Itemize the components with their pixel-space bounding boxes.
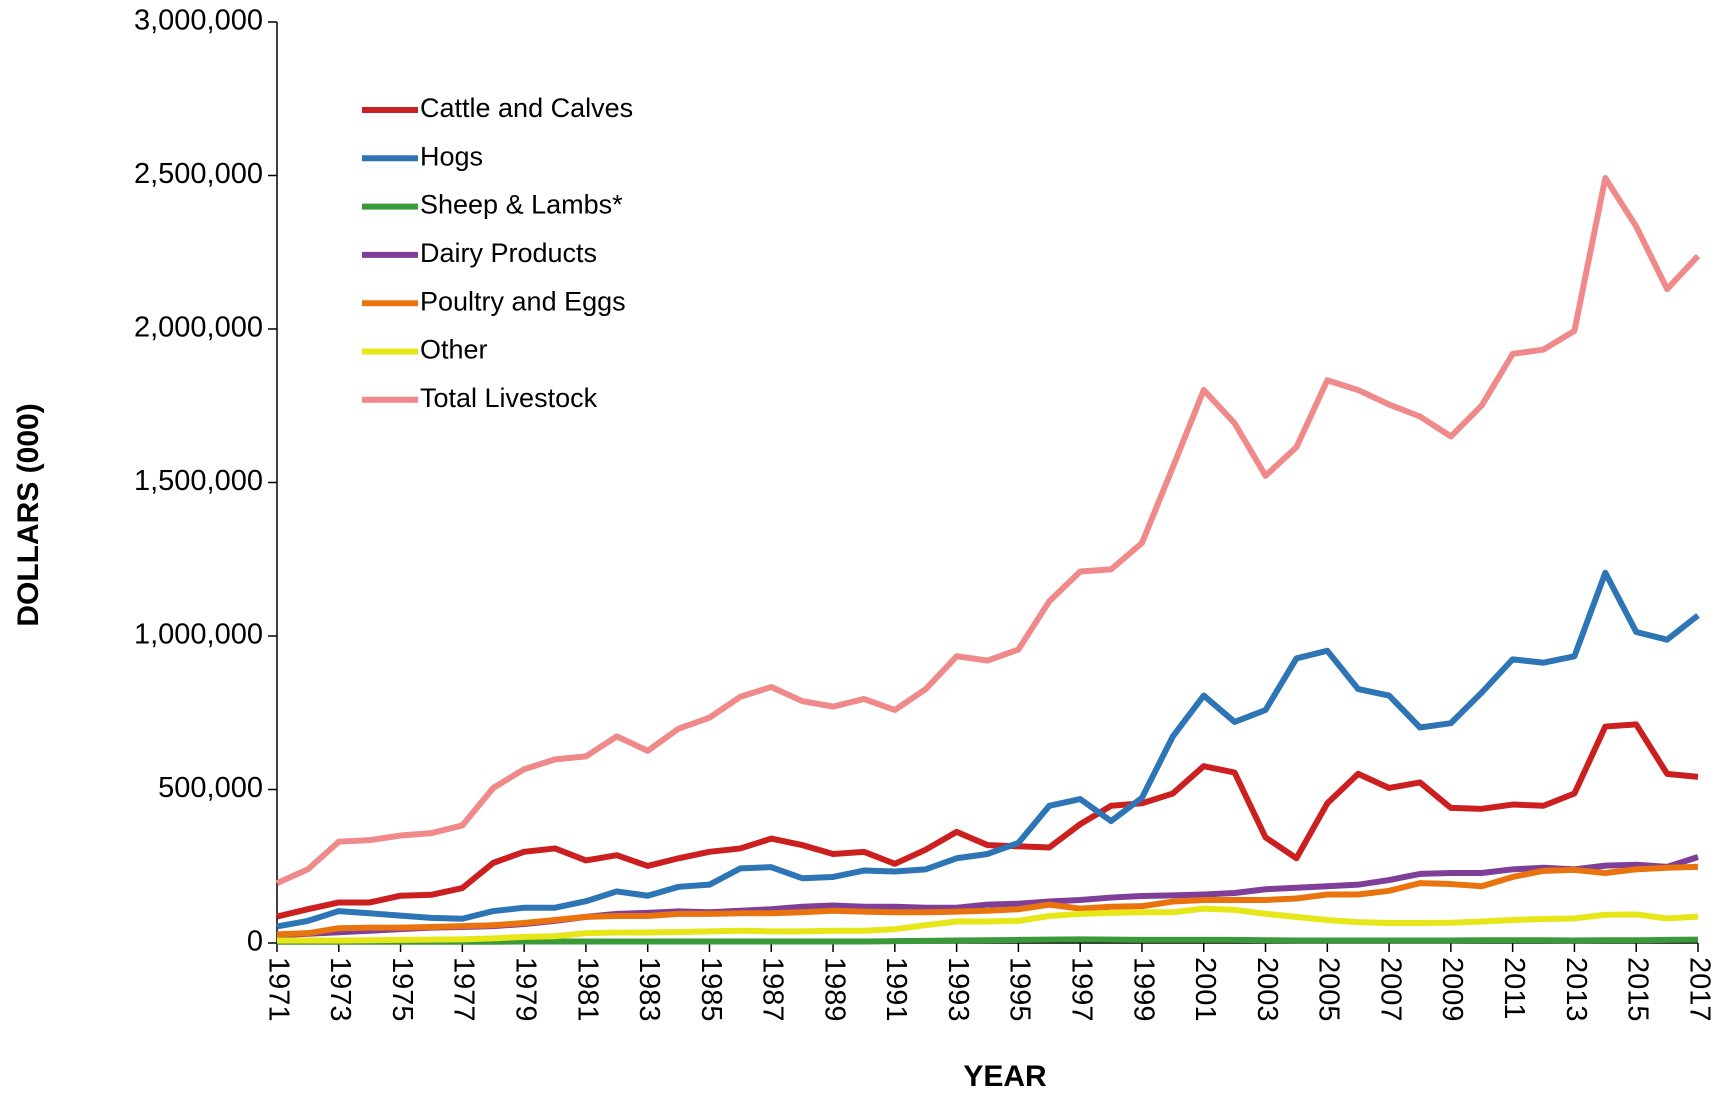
series-line xyxy=(275,174,1701,886)
x-tick-label: 2003 xyxy=(1251,957,1283,1022)
y-tick-label: 2,000,000 xyxy=(134,312,263,344)
series-line xyxy=(276,863,1699,938)
x-tick-label: 2005 xyxy=(1313,957,1345,1022)
x-tick-label: 1977 xyxy=(448,957,480,1022)
x-tick-label: 1989 xyxy=(818,957,850,1022)
legend-text: Cattle and Calves xyxy=(420,93,633,123)
x-tick-label: 1979 xyxy=(509,957,541,1022)
x-tick-label: 2009 xyxy=(1436,957,1468,1022)
y-axis-title: DOLLARS (000) xyxy=(12,403,45,626)
x-tick-label: 1973 xyxy=(324,957,356,1022)
x-tick-label: 1999 xyxy=(1127,957,1159,1022)
x-tick-label: 1997 xyxy=(1066,957,1098,1022)
legend-text: Total Livestock xyxy=(420,383,598,413)
x-tick-label: 2007 xyxy=(1374,957,1406,1022)
legend-text: Other xyxy=(420,335,488,365)
x-tick-label: 1987 xyxy=(757,957,789,1022)
x-tick-label: 2015 xyxy=(1622,957,1654,1022)
legend-text: Dairy Products xyxy=(420,238,597,268)
legend-text: Hogs xyxy=(420,141,483,171)
x-tick-label: 2013 xyxy=(1560,957,1592,1022)
x-axis-title: YEAR xyxy=(963,1060,1047,1093)
x-tick-label: 2001 xyxy=(1189,957,1221,1022)
y-tick-label: 1,500,000 xyxy=(134,465,263,497)
x-tick-label: 1991 xyxy=(880,957,912,1022)
x-tick-label: 2011 xyxy=(1498,957,1530,1019)
y-tick-label: 1,000,000 xyxy=(134,619,263,651)
x-tick-label: 1981 xyxy=(571,957,603,1022)
x-tick-label: 2017 xyxy=(1683,957,1714,1022)
x-tick-label: 1985 xyxy=(695,957,727,1022)
series-line xyxy=(277,936,1699,945)
legend-text: Poultry and Eggs xyxy=(420,286,626,316)
legend-text: Sheep & Lambs* xyxy=(420,190,623,220)
series-line xyxy=(276,569,1700,930)
x-tick-label: 1975 xyxy=(386,957,418,1022)
y-tick-label: 3,000,000 xyxy=(134,5,263,37)
x-tick-label: 1971 xyxy=(262,957,294,1022)
x-tick-label: 1993 xyxy=(942,957,974,1022)
x-tick-label: 1983 xyxy=(633,957,665,1022)
y-tick-label: 0 xyxy=(247,926,263,958)
y-tick-label: 2,500,000 xyxy=(134,158,263,190)
y-tick-label: 500,000 xyxy=(158,772,263,804)
series-line xyxy=(277,905,1699,944)
series-line xyxy=(276,721,1699,920)
x-tick-label: 1995 xyxy=(1004,957,1036,1022)
